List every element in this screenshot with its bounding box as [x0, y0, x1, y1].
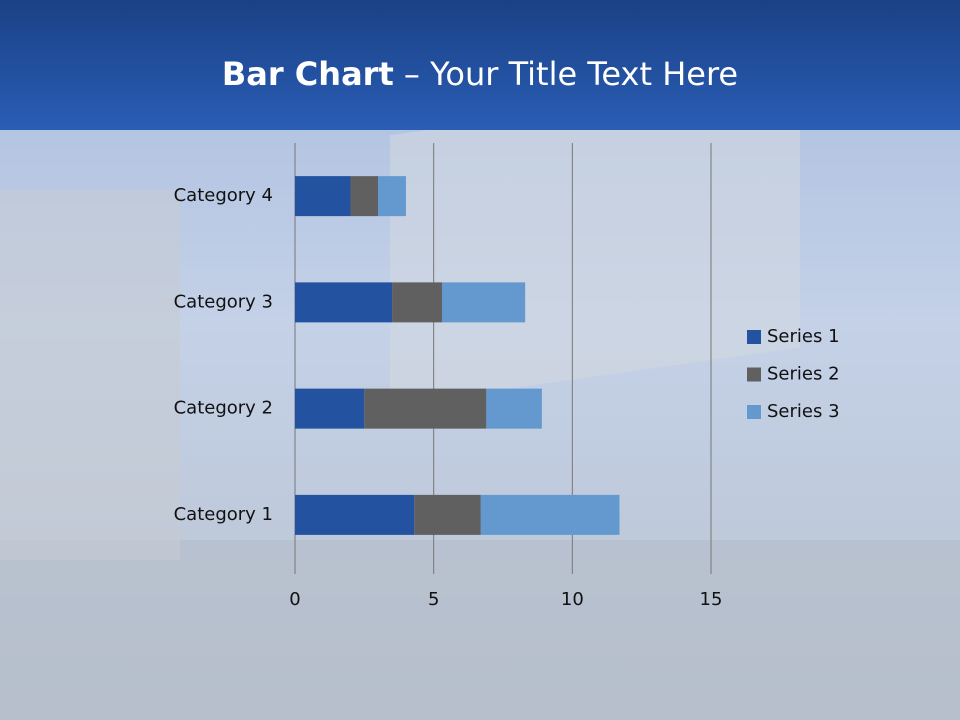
bar-segment [414, 494, 481, 535]
legend-swatch [747, 330, 761, 344]
y-tick-label: Category 2 [174, 398, 273, 419]
container-photo [390, 77, 800, 406]
x-tick-label: 5 [428, 589, 439, 610]
bar-segment [486, 388, 542, 429]
legend-swatch [747, 367, 761, 382]
x-tick-label: 10 [561, 589, 584, 610]
bar-segment [364, 388, 487, 429]
slide-title: Bar Chart – Your Title Text Here [222, 55, 738, 93]
bar-segment [378, 176, 406, 217]
y-tick-label: Category 4 [174, 185, 273, 206]
y-tick-label: Category 3 [174, 291, 273, 312]
containers [0, 190, 180, 560]
bar-segment [480, 494, 620, 535]
bar-segment [350, 176, 379, 217]
title-emphasis: Bar Chart [222, 55, 394, 93]
bar-segment [392, 282, 442, 323]
legend-swatch [747, 405, 761, 419]
bar-segment [295, 282, 393, 323]
legend-label: Series 2 [767, 364, 840, 385]
plot: 0 5 10 15 Category 1 Category 2 Category 3 Cate… [174, 143, 840, 610]
y-tick-label: Category 1 [174, 504, 273, 525]
header [0, 0, 960, 130]
ground [0, 540, 960, 720]
bar-segment [295, 388, 365, 429]
bar-segment [295, 494, 415, 535]
title-text: – Your Title Text Here [404, 55, 738, 93]
x-tick-label: 0 [289, 589, 300, 610]
bar-segment [295, 176, 351, 217]
x-tick-label: 15 [700, 589, 723, 610]
legend-label: Series 1 [767, 326, 840, 347]
bar-segment [441, 282, 526, 323]
legend-label: Series 3 [767, 401, 840, 422]
